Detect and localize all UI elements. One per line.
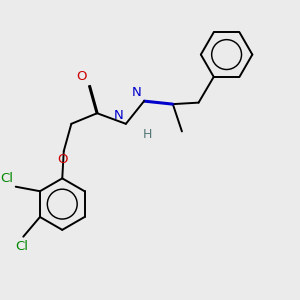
Text: O: O (57, 153, 68, 166)
Text: N: N (132, 86, 142, 99)
Text: O: O (76, 70, 87, 83)
Text: N: N (114, 109, 123, 122)
Text: H: H (142, 128, 152, 141)
Text: Cl: Cl (0, 172, 13, 185)
Text: Cl: Cl (15, 240, 28, 253)
